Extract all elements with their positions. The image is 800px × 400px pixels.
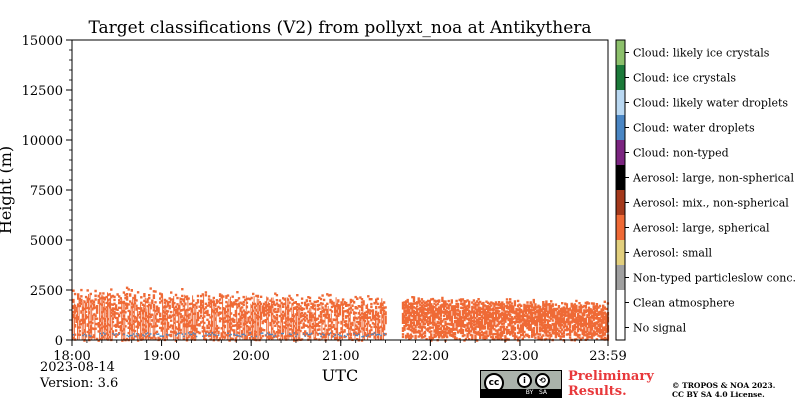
by-attribution-icon: i <box>517 373 532 388</box>
preliminary-line-1: Preliminary <box>568 369 654 384</box>
colorbar-segment <box>616 165 625 190</box>
colorbar-label: Aerosol: mix., non-spherical <box>632 197 789 210</box>
x-tick-label: 18:00 <box>53 349 90 364</box>
x-tick-label: 22:00 <box>412 349 449 364</box>
cc-by-text: BY <box>525 389 534 396</box>
cloud-water-droplets-field <box>72 332 387 338</box>
colorbar-segment <box>616 215 625 240</box>
colorbar-segment <box>616 115 625 140</box>
chart-title: Target classifications (V2) from pollyxt… <box>88 18 591 38</box>
colorbar-segment <box>616 65 625 90</box>
x-tick-label: 20:00 <box>232 349 269 364</box>
colorbar-segment <box>616 265 625 290</box>
colorbar-label: Cloud: likely water droplets <box>633 97 788 110</box>
colorbar-segment <box>616 90 625 115</box>
colorbar-label: Aerosol: large, non-spherical <box>632 172 794 185</box>
colorbar-segment <box>616 315 625 340</box>
y-tick-label: 15000 <box>22 34 63 49</box>
copyright-line-2: CC BY SA 4.0 License. <box>672 390 765 399</box>
x-tick-label: 23:00 <box>501 349 538 364</box>
colorbar-label: No signal <box>633 322 687 335</box>
colorbar-label: Cloud: water droplets <box>633 122 755 135</box>
preliminary-line-2: Results. <box>568 384 627 399</box>
colorbar-segment <box>616 40 625 65</box>
plot-frame <box>71 39 609 341</box>
y-tick-label: 10000 <box>22 134 63 149</box>
colorbar-segment <box>616 290 625 315</box>
colorbar-segment <box>616 190 625 215</box>
x-tick-label: 19:00 <box>143 349 180 364</box>
colorbar-label: Aerosol: large, spherical <box>632 222 770 235</box>
preliminary-notice: Preliminary Results. <box>568 369 654 399</box>
cc-badge-bar: BY SA <box>481 389 561 397</box>
colorbar: No signal Clean atmosphere Non-typed parti… <box>615 39 796 341</box>
colorbar-segment <box>616 240 625 265</box>
x-axis-label: UTC <box>322 366 358 385</box>
colorbar-label: Aerosol: small <box>632 247 712 260</box>
colorbar-label: Cloud: ice crystals <box>633 72 736 85</box>
colorbar-label: Cloud: likely ice crystals <box>633 47 770 60</box>
cc-license-badge: cc i ⟲ BY SA <box>480 370 562 398</box>
cc-sa-text: SA <box>538 389 547 396</box>
colorbar-label: Cloud: non-typed <box>633 147 729 160</box>
axes: 18:00 19:00 20:00 21:00 22:00 23:00 23:59 0 2500… <box>22 34 627 364</box>
copyright-notice: © TROPOS & NOA 2023. CC BY SA 4.0 Licens… <box>672 381 775 399</box>
colorbar-segment <box>616 140 625 165</box>
share-alike-icon: ⟲ <box>535 373 550 388</box>
version-label: Version: 3.6 <box>40 376 119 391</box>
y-tick-label: 7500 <box>30 184 63 199</box>
colorbar-label: Clean atmosphere <box>633 297 735 310</box>
y-tick-label: 12500 <box>22 84 63 99</box>
x-tick-label: 23:59 <box>589 349 626 364</box>
colorbar-frame <box>615 39 626 341</box>
date-label: 2023-08-14 <box>40 360 115 375</box>
copyright-line-1: © TROPOS & NOA 2023. <box>672 381 776 390</box>
y-tick-label: 0 <box>55 334 63 349</box>
colorbar-label: Non-typed particleslow conc. <box>633 272 796 285</box>
y-tick-label: 2500 <box>30 284 63 299</box>
x-tick-label: 21:00 <box>322 349 359 364</box>
y-tick-label: 5000 <box>30 234 63 249</box>
y-axis-label: Height (m) <box>0 146 15 234</box>
plot-area <box>72 286 610 342</box>
aerosol-large-spherical-field <box>72 286 610 342</box>
